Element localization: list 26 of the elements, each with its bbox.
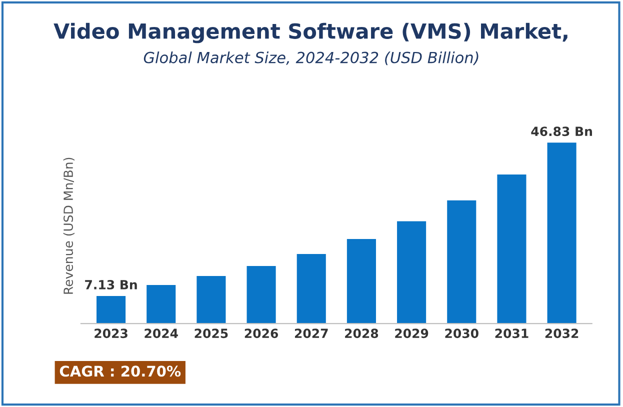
x-tick-label: 2027 [294,328,328,338]
bar [196,276,226,324]
x-tick-label: 2023 [94,328,128,338]
x-tick-label: 2032 [545,328,578,338]
data-label: 7.13 Bn [85,280,137,290]
bar [447,200,476,324]
x-tick-label: 2025 [194,328,228,338]
x-tick-label: 2024 [144,328,178,338]
x-tick-label: 2026 [244,328,278,338]
chart-subtitle: Global Market Size, 2024-2032 (USD Billion) [144,51,478,66]
bar [397,221,426,324]
bar [497,174,526,324]
bar [296,254,326,324]
x-tick-label: 2029 [395,328,428,338]
bar [146,284,176,324]
bar [96,296,126,324]
data-label: 46.83 Bn [531,126,592,136]
x-tick-label: 2030 [445,328,478,338]
x-tick-label: 2031 [495,328,528,338]
x-tick-label: 2028 [345,328,378,338]
chart-title: Video Management Software (VMS) Market, [54,22,568,44]
y-axis-title: Revenue (USD Mn/Bn) [63,158,74,294]
bar [346,238,376,324]
bar [547,142,576,324]
text: CAGR : 20.70% [60,366,181,377]
bar [246,266,276,324]
